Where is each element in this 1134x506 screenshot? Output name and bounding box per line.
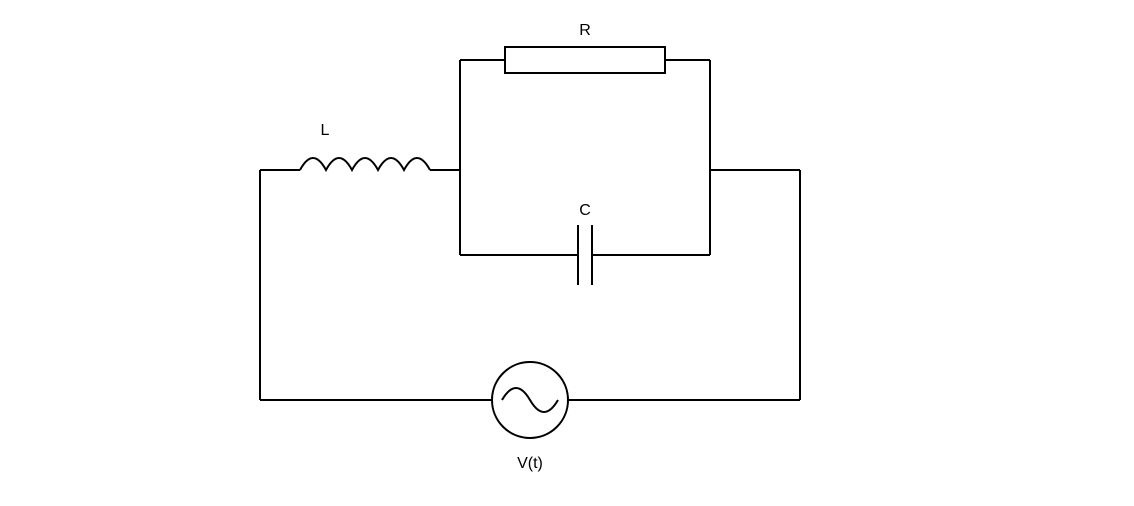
- label-source: V(t): [517, 455, 543, 472]
- resistor: [505, 47, 665, 73]
- label-resistor: R: [579, 22, 591, 39]
- label-inductor: L: [321, 122, 330, 139]
- label-capacitor: C: [579, 202, 591, 219]
- sine-icon: [502, 388, 558, 412]
- inductor: [300, 158, 430, 170]
